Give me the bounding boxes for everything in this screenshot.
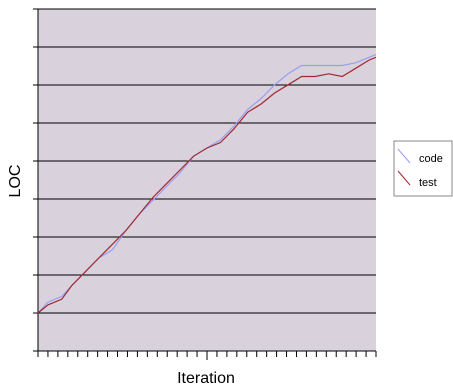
x-axis-title: Iteration [177, 370, 235, 386]
legend-box [393, 140, 453, 197]
legend-swatch-code [397, 148, 411, 164]
legend-label-test: test [419, 177, 437, 189]
series-line-test [37, 56, 377, 314]
legend-swatch-test [397, 170, 411, 186]
legend: code test [393, 140, 453, 197]
plot-area [33, 8, 377, 360]
y-axis-title: LOC [7, 165, 24, 198]
legend-label-code: code [419, 153, 443, 165]
plot-background [38, 9, 376, 351]
